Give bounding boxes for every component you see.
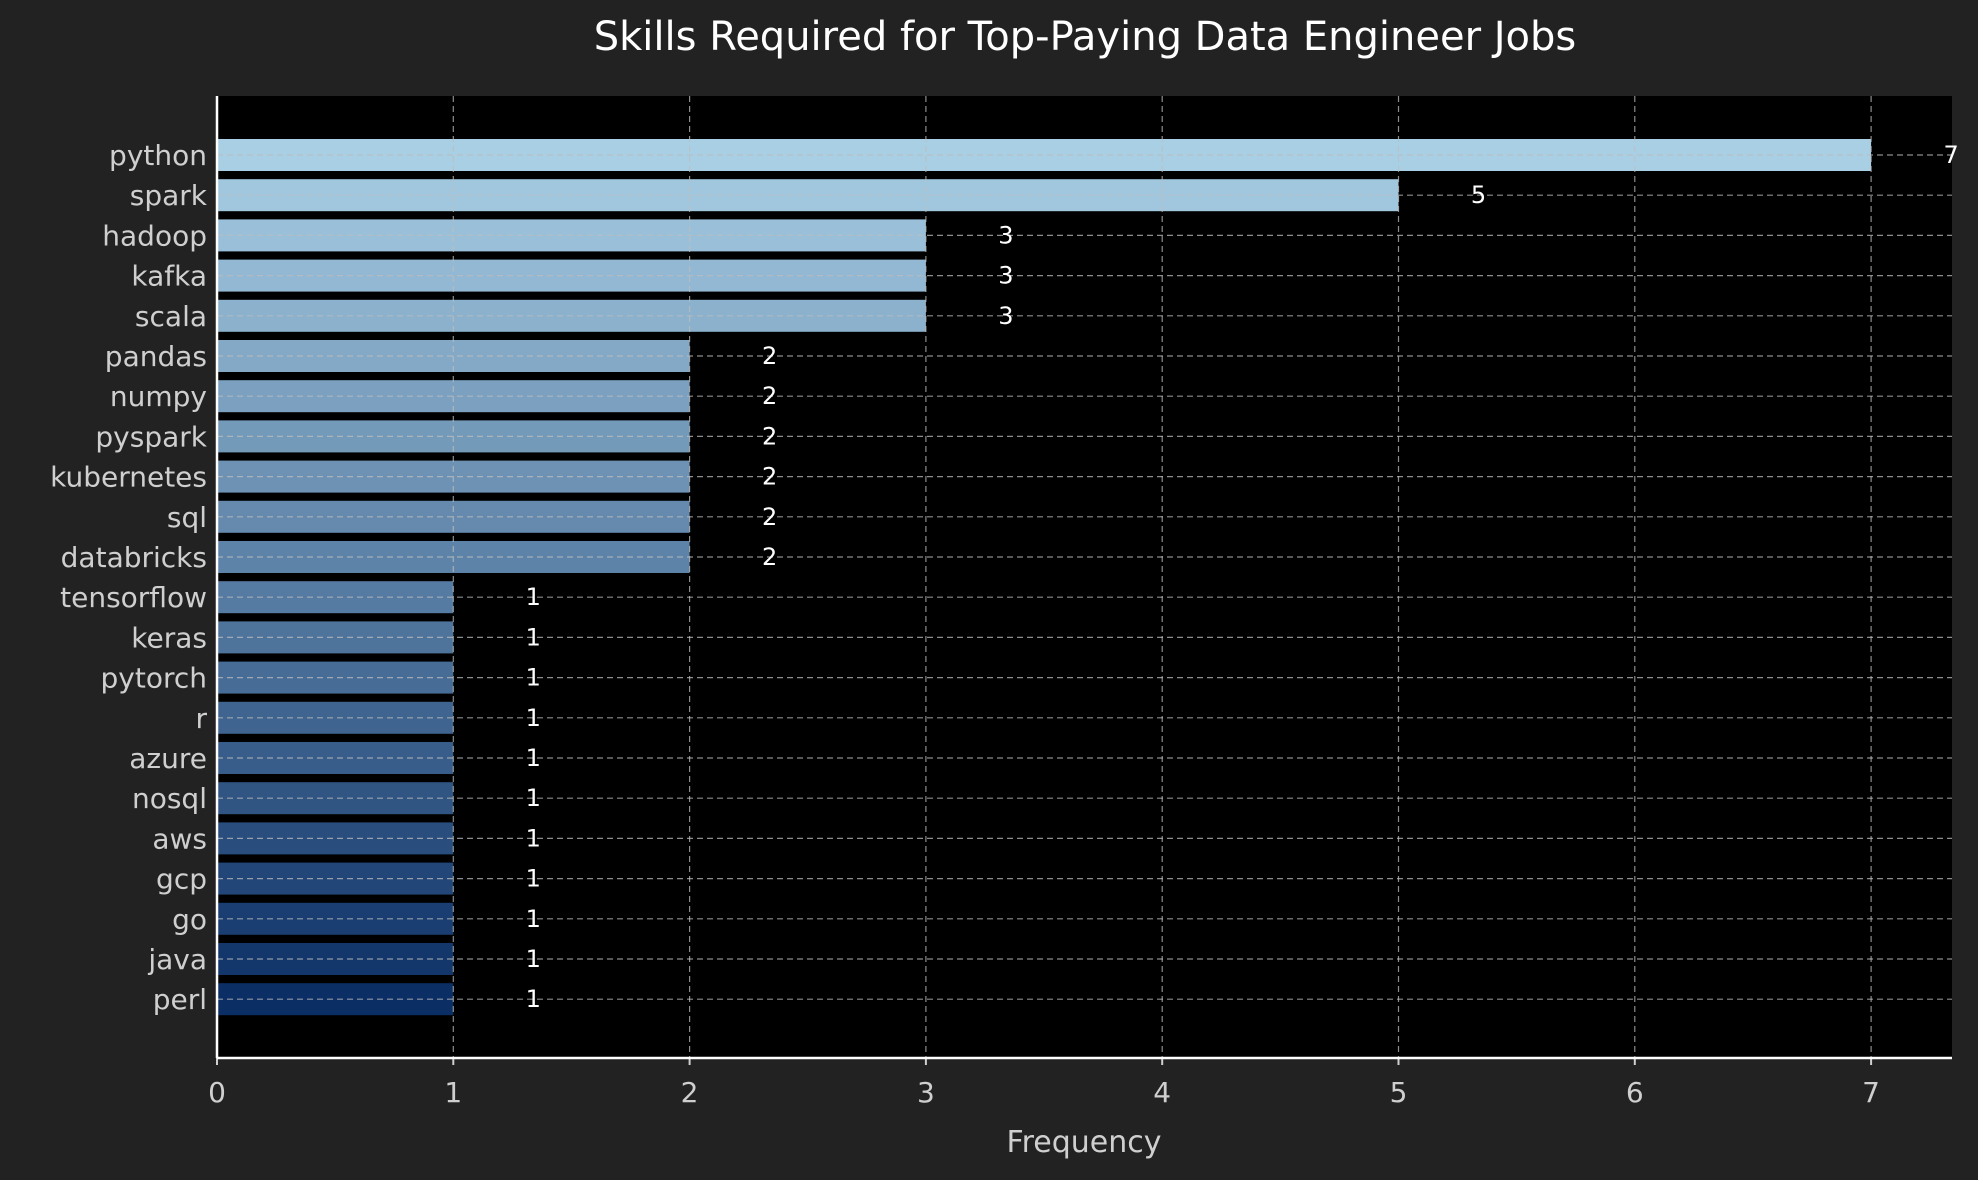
x-tick-label: 4 [1153,1076,1171,1109]
y-tick-label-pytorch: pytorch [101,662,208,695]
y-tick-label-databricks: databricks [61,541,207,574]
y-tick-label-spark: spark [130,179,208,212]
value-label-java: 1 [526,945,541,973]
bar-aws [217,822,454,855]
axes-layer [215,96,1952,1065]
y-tick-label-azure: azure [129,742,207,775]
x-tick-label: 6 [1626,1076,1644,1109]
x-tick-label: 5 [1390,1076,1408,1109]
bar-gcp [217,862,454,895]
y-tick-label-keras: keras [131,621,207,654]
value-label-sql: 2 [762,503,777,531]
x-axis-title: Frequency [1007,1125,1162,1160]
y-tick-label-aws: aws [152,822,207,855]
value-label-numpy: 2 [762,382,777,410]
x-tick-label: 0 [208,1076,226,1109]
chart-title: Skills Required for Top-Paying Data Engi… [593,14,1577,60]
bar-go [217,902,454,935]
y-tick-label-go: go [172,903,207,936]
labels-layer: python 7 spark 5 hadoop 3 kafka 3 scala 3 pandas 2 n… [50,139,1959,1109]
value-label-pandas: 2 [762,342,777,370]
x-tick-label: 3 [917,1076,935,1109]
y-tick-label-tensorflow: tensorflow [60,581,207,614]
y-tick-label-numpy: numpy [110,380,207,413]
x-tick-label: 7 [1862,1076,1880,1109]
value-label-azure: 1 [526,744,541,772]
grid-layer [217,96,1952,1058]
value-label-nosql: 1 [526,784,541,812]
bar-java [217,943,454,975]
value-label-pytorch: 1 [526,664,541,692]
value-label-tensorflow: 1 [526,583,541,611]
y-tick-label-gcp: gcp [156,863,207,896]
value-label-r: 1 [526,704,541,732]
y-tick-label-nosql: nosql [132,782,207,815]
value-label-perl: 1 [526,985,541,1013]
y-tick-label-pyspark: pyspark [95,420,207,453]
x-tick-label: 2 [681,1076,699,1109]
y-tick-label-python: python [109,139,207,172]
bar-keras [217,621,454,654]
y-tick-label-perl: perl [153,983,207,1016]
y-tick-label-kubernetes: kubernetes [50,461,207,494]
y-tick-label-kafka: kafka [131,260,207,293]
bar-nosql [217,782,454,815]
y-tick-label-pandas: pandas [105,340,207,373]
value-label-keras: 1 [526,623,541,651]
bar-pytorch [217,661,454,694]
bar-azure [217,742,454,774]
y-tick-label-r: r [195,702,207,735]
bar-tensorflow [217,581,454,614]
x-tick-label: 1 [444,1076,462,1109]
y-tick-label-scala: scala [135,300,207,333]
value-label-pyspark: 2 [762,422,777,450]
bar-perl [217,983,454,1016]
value-label-databricks: 2 [762,543,777,571]
y-tick-label-hadoop: hadoop [102,219,207,252]
value-label-python: 7 [1943,141,1958,169]
bar-r [217,701,454,734]
y-tick-label-java: java [147,943,207,976]
value-label-spark: 5 [1471,181,1486,209]
y-tick-label-sql: sql [167,501,207,534]
value-label-aws: 1 [526,824,541,852]
value-label-scala: 3 [998,302,1013,330]
value-label-hadoop: 3 [998,221,1013,249]
value-label-kafka: 3 [998,262,1013,290]
value-label-kubernetes: 2 [762,463,777,491]
value-label-gcp: 1 [526,865,541,893]
value-label-go: 1 [526,905,541,933]
plot-area [217,96,1952,1058]
